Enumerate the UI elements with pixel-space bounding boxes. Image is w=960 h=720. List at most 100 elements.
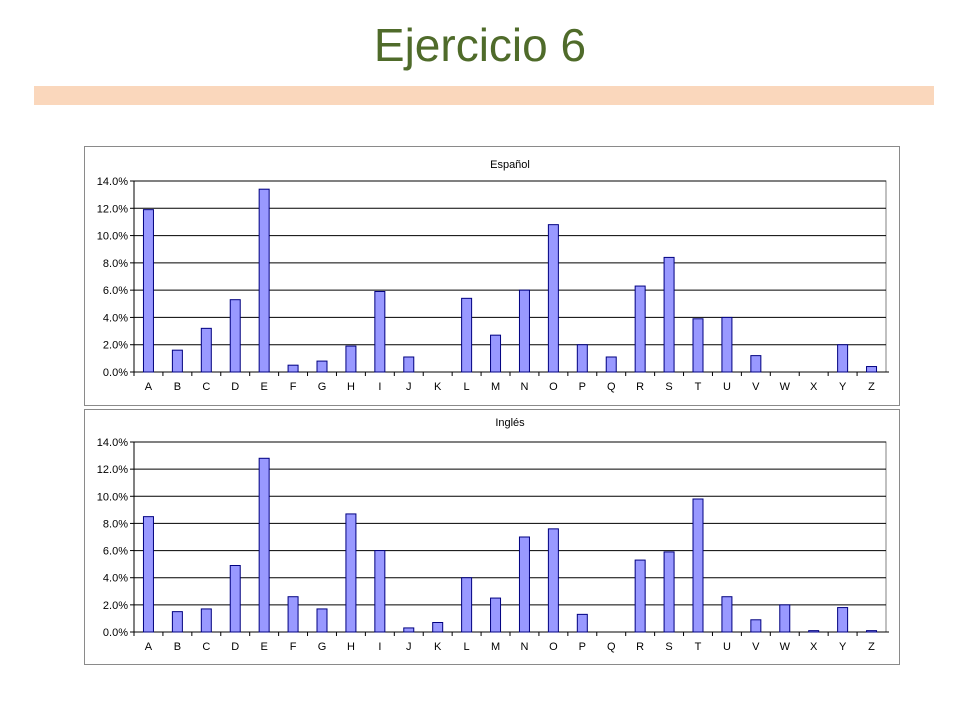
- x-tick-label: A: [145, 641, 153, 653]
- x-tick-label: L: [464, 641, 470, 653]
- x-tick-label: W: [780, 641, 791, 653]
- x-tick-label: S: [665, 641, 672, 653]
- bar-m: [490, 597, 502, 633]
- y-tick-label: 4.0%: [103, 312, 128, 324]
- chart-espanol-svg: Español 0.0% 2.0% 4.0% 6.0% 8.0% 10.0% 12.0% 14.…: [97, 159, 889, 393]
- bar-y: [837, 607, 849, 633]
- x-tick-label: C: [202, 641, 210, 653]
- bar-b: [171, 349, 183, 373]
- chart-ingles: Inglés 0.0% 2.0% 4.0% 6.0% 8.0% 10.0% 12.0% 14.0…: [84, 409, 900, 665]
- y-tick-label: 8.0%: [103, 518, 128, 530]
- bar-c: [200, 327, 212, 373]
- x-tick-label: L: [464, 381, 470, 393]
- x-tick-label: Q: [607, 641, 616, 653]
- x-tick-label: E: [260, 641, 267, 653]
- plot-area: [133, 441, 887, 633]
- x-tick-label: N: [520, 641, 528, 653]
- bar-g: [316, 360, 328, 373]
- bar-f: [287, 364, 299, 373]
- x-tick-label: R: [636, 641, 644, 653]
- y-tick-label: 10.0%: [97, 231, 128, 243]
- x-tick-label: X: [810, 641, 818, 653]
- bar-h: [345, 513, 357, 633]
- bar-p: [576, 344, 588, 373]
- bar-d: [229, 565, 241, 633]
- x-tick-label: F: [290, 381, 297, 393]
- x-tick-label: Y: [839, 381, 847, 393]
- bar-z: [866, 630, 878, 633]
- x-tick-label: I: [378, 641, 381, 653]
- x-tick-label: W: [780, 381, 791, 393]
- x-tick-label: R: [636, 381, 644, 393]
- title-accent-bar: [34, 86, 934, 105]
- x-tick-label: M: [491, 381, 500, 393]
- x-tick-label: O: [549, 381, 558, 393]
- bar-z: [866, 366, 878, 373]
- bar-n: [518, 536, 530, 633]
- x-tick-label: V: [752, 641, 760, 653]
- bar-r: [634, 559, 646, 633]
- x-tick-label: B: [174, 381, 181, 393]
- x-tick-label: U: [723, 381, 731, 393]
- x-tick-label: V: [752, 381, 760, 393]
- x-tick-label: F: [290, 641, 297, 653]
- x-tick-label: E: [260, 381, 267, 393]
- chart-title: Español: [490, 159, 530, 171]
- y-tick-label: 14.0%: [97, 176, 128, 188]
- bar-i: [374, 291, 386, 373]
- bar-u: [721, 596, 733, 633]
- bar-y: [837, 344, 849, 373]
- x-tick-label: N: [520, 381, 528, 393]
- bar-l: [461, 577, 473, 633]
- y-tick-label: 12.0%: [97, 464, 128, 476]
- bar-j: [403, 627, 415, 633]
- bar-p: [576, 613, 588, 633]
- bar-e: [258, 457, 270, 633]
- bar-d: [229, 299, 241, 373]
- y-tick-label: 12.0%: [97, 203, 128, 215]
- y-tick-label: 6.0%: [103, 285, 128, 297]
- bar-s: [663, 551, 675, 633]
- y-tick-label: 8.0%: [103, 258, 128, 270]
- y-tick-label: 0.0%: [103, 627, 128, 639]
- plot-area: [133, 180, 887, 373]
- x-tick-label: S: [665, 381, 672, 393]
- chart-espanol: Español 0.0% 2.0% 4.0% 6.0% 8.0% 10.0% 12.0% 14.…: [84, 146, 900, 406]
- x-tick-label: G: [318, 641, 327, 653]
- x-tick-label: A: [145, 381, 153, 393]
- x-tick-label: B: [174, 641, 181, 653]
- x-tick-label: T: [695, 381, 702, 393]
- x-tick-label: G: [318, 381, 327, 393]
- bar-a: [142, 209, 154, 373]
- chart-title: Inglés: [495, 417, 525, 429]
- y-tick-label: 2.0%: [103, 340, 128, 352]
- y-tick-label: 0.0%: [103, 367, 128, 379]
- bar-r: [634, 285, 646, 373]
- x-tick-label: H: [347, 381, 355, 393]
- y-tick-label: 6.0%: [103, 546, 128, 558]
- bar-n: [518, 289, 530, 373]
- bar-x: [808, 630, 820, 633]
- x-tick-label: K: [434, 641, 442, 653]
- bar-c: [200, 608, 212, 633]
- bar-b: [171, 611, 183, 633]
- bar-o: [547, 528, 559, 633]
- bar-u: [721, 316, 733, 373]
- x-tick-label: C: [202, 381, 210, 393]
- bar-s: [663, 256, 675, 373]
- x-tick-label: Q: [607, 381, 616, 393]
- bar-t: [692, 318, 704, 373]
- x-tick-label: J: [406, 641, 412, 653]
- chart-ingles-svg: Inglés 0.0% 2.0% 4.0% 6.0% 8.0% 10.0% 12.0% 14.0…: [97, 417, 889, 653]
- x-tick-label: P: [579, 641, 586, 653]
- bar-v: [750, 619, 762, 633]
- x-tick-label: U: [723, 641, 731, 653]
- bar-w: [779, 604, 791, 633]
- bar-e: [258, 188, 270, 373]
- y-tick-label: 14.0%: [97, 437, 128, 449]
- y-tick-label: 4.0%: [103, 573, 128, 585]
- bar-m: [490, 334, 502, 373]
- x-tick-label: I: [378, 381, 381, 393]
- bar-i: [374, 550, 386, 633]
- x-tick-label: Y: [839, 641, 847, 653]
